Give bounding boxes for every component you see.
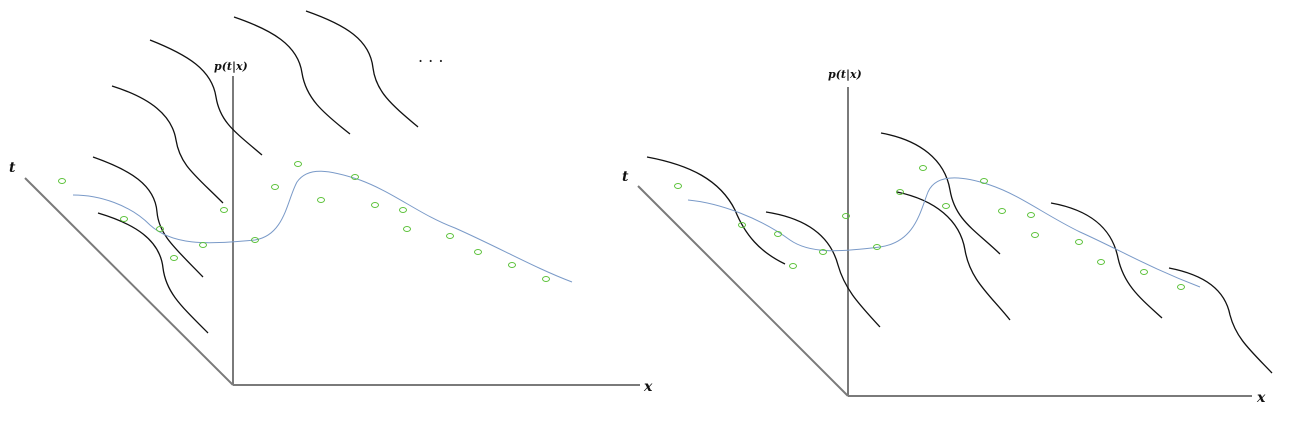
data-point [542,276,550,282]
data-point [998,208,1006,214]
data-point [446,233,454,239]
left-density-curve [92,156,204,278]
data-point [842,213,850,219]
data-point [674,183,682,189]
right-density-curve [896,191,1011,321]
left-depth-axis [24,177,234,386]
left-data-points [58,161,550,282]
data-point [1097,259,1105,265]
data-point [156,226,164,232]
left-density-curve [97,212,209,334]
data-point [403,226,411,232]
data-point [774,231,782,237]
data-point [371,202,379,208]
data-point [508,262,516,268]
data-point [271,184,279,190]
left-regression-curve [72,170,573,283]
data-point [738,222,746,228]
data-point [170,255,178,261]
data-point [980,178,988,184]
left-density-curve [233,16,351,135]
left-panel: p(t|x) t x . . . [9,10,653,395]
left-label-x: x [643,379,653,395]
left-density-curve [305,10,419,128]
data-point [1140,269,1148,275]
data-point [942,203,950,209]
data-point [317,197,325,203]
data-point [120,216,128,222]
data-point [1075,239,1083,245]
right-density-curve [1168,267,1273,374]
data-point [1177,284,1185,290]
right-depth-axis [637,185,849,397]
data-point [1027,212,1035,218]
right-regression-curve [687,177,1201,288]
right-density-curve [646,156,786,265]
data-point [58,178,66,184]
left-label-t: t [9,160,16,176]
right-label-x: x [1256,390,1266,406]
right-density-curve [880,132,1001,255]
data-point [919,165,927,171]
left-density-curve [149,39,263,156]
right-label-t: t [622,169,629,185]
data-point [294,161,302,167]
right-label-p-t-given-x: p(t|x) [828,68,862,81]
data-point [896,189,904,195]
data-point [351,174,359,180]
data-point [474,249,482,255]
data-point [789,263,797,269]
left-label-p-t-given-x: p(t|x) [214,60,248,73]
data-point [251,237,259,243]
data-point [399,207,407,213]
right-density-curve [765,211,881,328]
data-point [819,249,827,255]
data-point [873,244,881,250]
left-ellipsis: . . . [418,47,443,66]
right-panel: p(t|x) t x [622,68,1273,406]
data-point [199,242,207,248]
right-data-points [674,165,1185,290]
data-point [1031,232,1039,238]
right-density-curve [1050,202,1163,319]
data-point [220,207,228,213]
left-density-curve [111,85,224,204]
